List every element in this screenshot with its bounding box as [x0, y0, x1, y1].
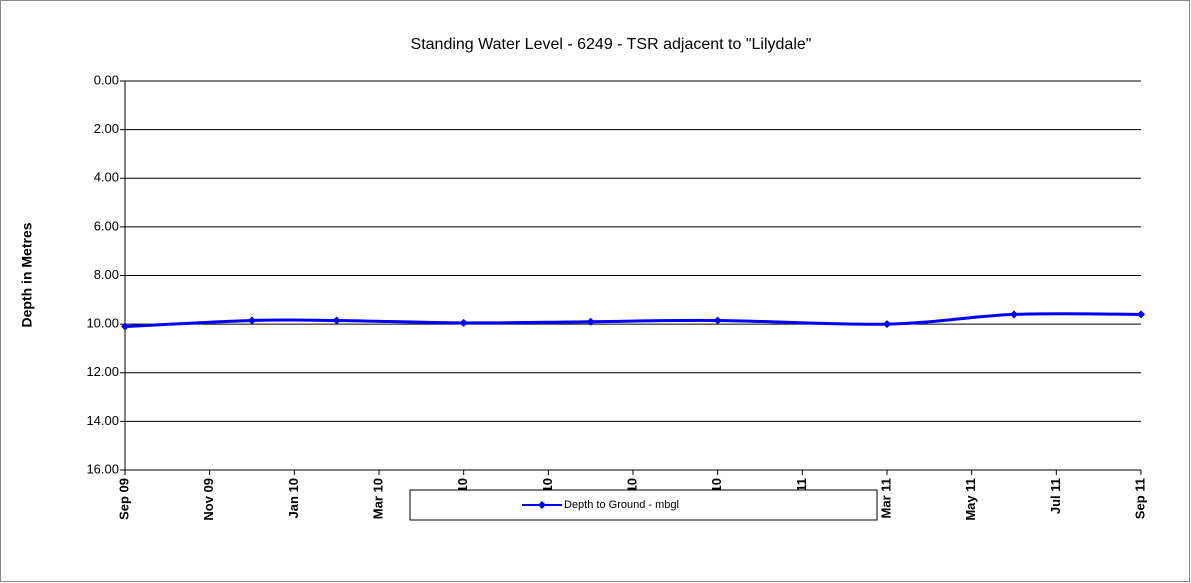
x-tick-label: Nov 09: [201, 478, 216, 521]
y-tick-label: 4.00: [94, 170, 119, 185]
x-tick-label: Jan 10: [286, 478, 301, 518]
y-tick-label: 6.00: [94, 218, 119, 233]
marker: [121, 322, 129, 331]
y-axis-label: Depth in Metres: [19, 222, 35, 327]
y-tick-label: 10.00: [86, 316, 119, 331]
legend-marker: [538, 501, 546, 509]
y-tick-label: 16.00: [86, 461, 119, 476]
legend-box: [409, 489, 878, 521]
chart-title: Standing Water Level - 6249 - TSR adjace…: [411, 36, 812, 53]
y-tick-label: 12.00: [86, 364, 119, 379]
y-tick-label: 0.00: [94, 72, 119, 87]
y-tick-label: 14.00: [86, 413, 119, 428]
y-tick-label: 8.00: [94, 267, 119, 282]
y-tick-label: 2.00: [94, 121, 119, 136]
x-tick-label: Sep 11: [1132, 478, 1147, 519]
line: [124, 312, 1142, 329]
x-tick-label: Jul 11: [1048, 478, 1063, 514]
marker: [248, 316, 256, 325]
marker: [883, 320, 891, 329]
marker: [1010, 310, 1018, 319]
marker: [459, 318, 468, 327]
x-tick-label: Sep 09: [116, 478, 131, 520]
x-tick-label: May 11: [963, 478, 978, 521]
x-tick-label: Mar 11: [878, 478, 893, 518]
marker: [586, 317, 595, 326]
marker: [332, 316, 341, 325]
legend-label: Depth to Ground - mbgl: [564, 499, 679, 511]
marker: [1137, 310, 1145, 319]
marker: [713, 316, 722, 325]
x-tick-label: Mar 10: [370, 478, 385, 519]
